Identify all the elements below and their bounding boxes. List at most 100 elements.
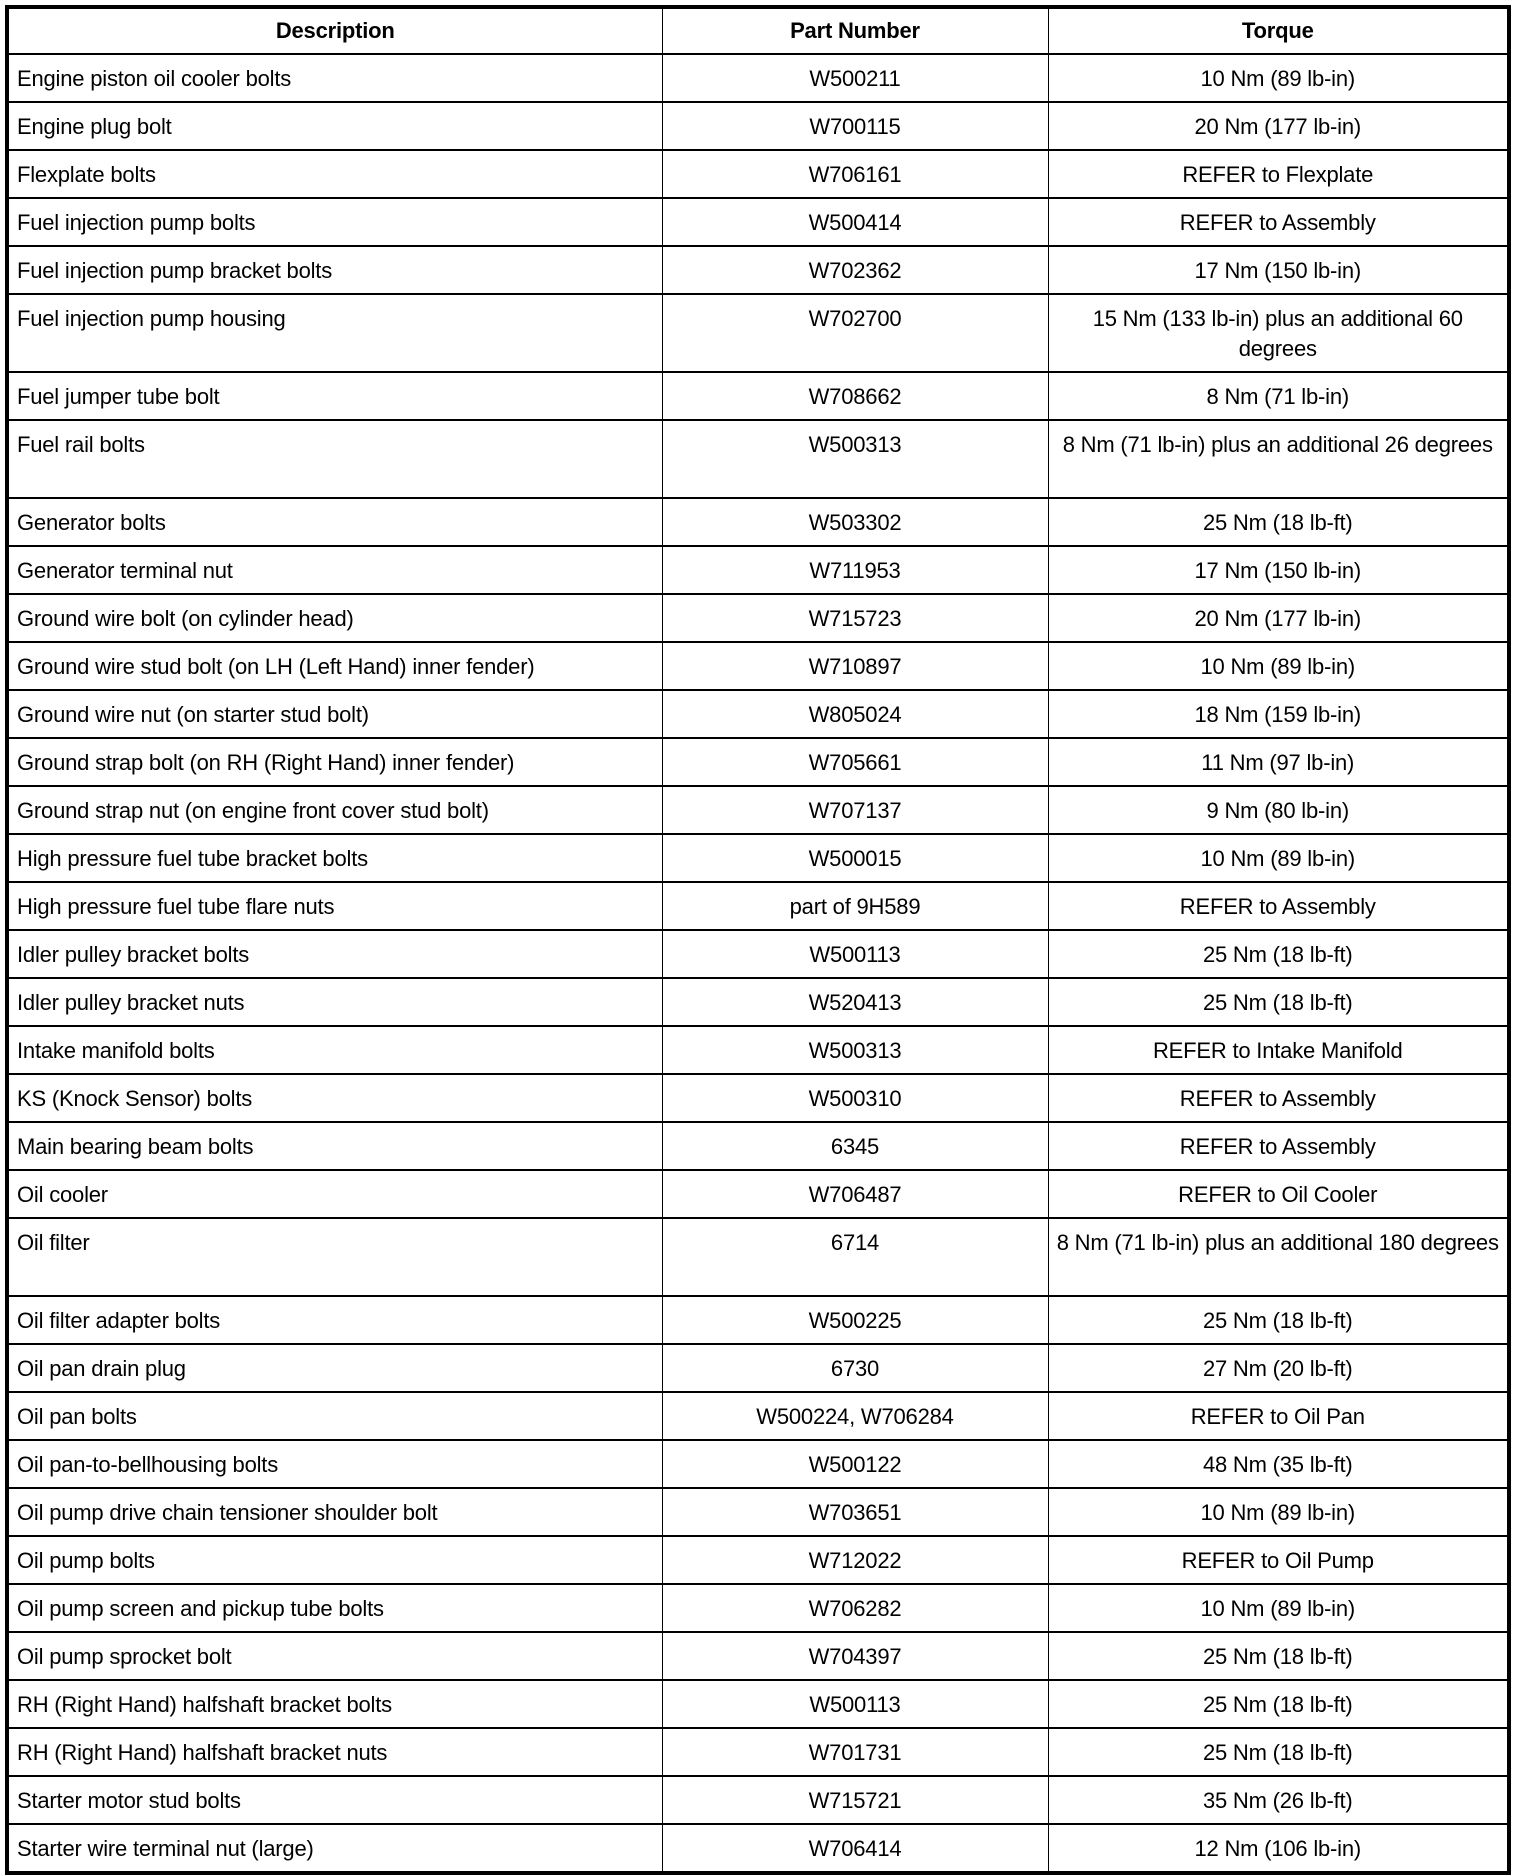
part-number-cell: part of 9H589 xyxy=(661,881,1049,931)
part-number-cell: W710897 xyxy=(661,641,1049,691)
part-number-cell: W715721 xyxy=(661,1775,1049,1825)
description-cell: Starter wire terminal nut (large) xyxy=(6,1823,663,1874)
description-cell: Ground strap bolt (on RH (Right Hand) in… xyxy=(6,737,663,787)
table-row: Flexplate bolts W706161 REFER to Flexplate xyxy=(6,149,1510,199)
header-part-number: Part Number xyxy=(661,6,1049,55)
table-row: Oil pan drain plug 6730 27 Nm (20 lb-ft) xyxy=(6,1343,1510,1393)
description-cell: Ground wire stud bolt (on LH (Left Hand)… xyxy=(6,641,663,691)
header-row: Description Part Number Torque xyxy=(6,6,1510,55)
description-cell: RH (Right Hand) halfshaft bracket nuts xyxy=(6,1727,663,1777)
part-number-cell: W705661 xyxy=(661,737,1049,787)
part-number-cell: W503302 xyxy=(661,497,1049,547)
torque-cell: 8 Nm (71 lb-in) plus an additional 26 de… xyxy=(1047,419,1510,499)
torque-cell: 25 Nm (18 lb-ft) xyxy=(1047,1295,1510,1345)
description-cell: Fuel jumper tube bolt xyxy=(6,371,663,421)
table-row: Ground wire stud bolt (on LH (Left Hand)… xyxy=(6,641,1510,691)
table-row: RH (Right Hand) halfshaft bracket bolts W… xyxy=(6,1679,1510,1729)
torque-cell: 17 Nm (150 lb-in) xyxy=(1047,245,1510,295)
description-cell: Fuel rail bolts xyxy=(6,419,663,499)
torque-cell: 10 Nm (89 lb-in) xyxy=(1047,641,1510,691)
table-row: Generator terminal nut W711953 17 Nm (150 … xyxy=(6,545,1510,595)
part-number-cell: W702362 xyxy=(661,245,1049,295)
torque-cell: REFER to Oil Pan xyxy=(1047,1391,1510,1441)
description-cell: Fuel injection pump housing xyxy=(6,293,663,373)
torque-cell: REFER to Assembly xyxy=(1047,1073,1510,1123)
torque-cell: REFER to Assembly xyxy=(1047,197,1510,247)
description-cell: Oil pump bolts xyxy=(6,1535,663,1585)
torque-cell: REFER to Assembly xyxy=(1047,881,1510,931)
part-number-cell: W500113 xyxy=(661,1679,1049,1729)
description-cell: High pressure fuel tube flare nuts xyxy=(6,881,663,931)
table-row: Fuel injection pump bolts W500414 REFER to… xyxy=(6,197,1510,247)
table-row: Oil pan-to-bellhousing bolts W500122 48 Nm… xyxy=(6,1439,1510,1489)
description-cell: Oil pan drain plug xyxy=(6,1343,663,1393)
header-description: Description xyxy=(6,6,663,55)
table-row: Fuel injection pump bracket bolts W702362… xyxy=(6,245,1510,295)
table-body: Engine piston oil cooler bolts W500211 10 … xyxy=(6,53,1510,1874)
torque-cell: 10 Nm (89 lb-in) xyxy=(1047,1487,1510,1537)
torque-cell: REFER to Assembly xyxy=(1047,1121,1510,1171)
description-cell: Generator terminal nut xyxy=(6,545,663,595)
description-cell: Oil cooler xyxy=(6,1169,663,1219)
torque-cell: REFER to Oil Cooler xyxy=(1047,1169,1510,1219)
description-cell: Oil pan-to-bellhousing bolts xyxy=(6,1439,663,1489)
part-number-cell: W500313 xyxy=(661,419,1049,499)
table-row: Ground strap bolt (on RH (Right Hand) in… xyxy=(6,737,1510,787)
torque-cell: 25 Nm (18 lb-ft) xyxy=(1047,1631,1510,1681)
part-number-cell: W702700 xyxy=(661,293,1049,373)
part-number-cell: 6345 xyxy=(661,1121,1049,1171)
torque-cell: 20 Nm (177 lb-in) xyxy=(1047,101,1510,151)
description-cell: Intake manifold bolts xyxy=(6,1025,663,1075)
part-number-cell: W708662 xyxy=(661,371,1049,421)
description-cell: Main bearing beam bolts xyxy=(6,1121,663,1171)
part-number-cell: W703651 xyxy=(661,1487,1049,1537)
part-number-cell: W712022 xyxy=(661,1535,1049,1585)
table-row: Oil filter adapter bolts W500225 25 Nm (18… xyxy=(6,1295,1510,1345)
torque-cell: 10 Nm (89 lb-in) xyxy=(1047,53,1510,103)
table-row: Starter wire terminal nut (large) W706414… xyxy=(6,1823,1510,1874)
description-cell: High pressure fuel tube bracket bolts xyxy=(6,833,663,883)
table-row: Oil pump drive chain tensioner shoulder … xyxy=(6,1487,1510,1537)
torque-cell: 12 Nm (106 lb-in) xyxy=(1047,1823,1510,1874)
description-cell: Oil pump sprocket bolt xyxy=(6,1631,663,1681)
part-number-cell: W500211 xyxy=(661,53,1049,103)
description-cell: Ground wire nut (on starter stud bolt) xyxy=(6,689,663,739)
description-cell: Engine piston oil cooler bolts xyxy=(6,53,663,103)
description-cell: Starter motor stud bolts xyxy=(6,1775,663,1825)
table-row: Ground wire nut (on starter stud bolt) W8… xyxy=(6,689,1510,739)
table-row: High pressure fuel tube bracket bolts W50… xyxy=(6,833,1510,883)
table-row: Fuel injection pump housing W702700 15 Nm … xyxy=(6,293,1510,373)
torque-cell: 35 Nm (26 lb-ft) xyxy=(1047,1775,1510,1825)
table-row: Oil filter 6714 8 Nm (71 lb-in) plus an ad… xyxy=(6,1217,1510,1297)
table-row: Oil pump bolts W712022 REFER to Oil Pump xyxy=(6,1535,1510,1585)
torque-cell: 25 Nm (18 lb-ft) xyxy=(1047,929,1510,979)
torque-cell: 10 Nm (89 lb-in) xyxy=(1047,1583,1510,1633)
part-number-cell: W707137 xyxy=(661,785,1049,835)
description-cell: Ground strap nut (on engine front cover … xyxy=(6,785,663,835)
torque-cell: 20 Nm (177 lb-in) xyxy=(1047,593,1510,643)
part-number-cell: W700115 xyxy=(661,101,1049,151)
torque-cell: 15 Nm (133 lb-in) plus an additional 60 … xyxy=(1047,293,1510,373)
part-number-cell: W500313 xyxy=(661,1025,1049,1075)
torque-cell: 25 Nm (18 lb-ft) xyxy=(1047,1727,1510,1777)
torque-cell: 8 Nm (71 lb-in) plus an additional 180 d… xyxy=(1047,1217,1510,1297)
description-cell: Flexplate bolts xyxy=(6,149,663,199)
torque-cell: 25 Nm (18 lb-ft) xyxy=(1047,497,1510,547)
torque-cell: 18 Nm (159 lb-in) xyxy=(1047,689,1510,739)
description-cell: Oil pump screen and pickup tube bolts xyxy=(6,1583,663,1633)
description-cell: Oil pump drive chain tensioner shoulder … xyxy=(6,1487,663,1537)
description-cell: Generator bolts xyxy=(6,497,663,547)
torque-cell: 11 Nm (97 lb-in) xyxy=(1047,737,1510,787)
part-number-cell: W500113 xyxy=(661,929,1049,979)
table-row: Idler pulley bracket nuts W520413 25 Nm (1… xyxy=(6,977,1510,1027)
part-number-cell: W706282 xyxy=(661,1583,1049,1633)
part-number-cell: W805024 xyxy=(661,689,1049,739)
description-cell: Engine plug bolt xyxy=(6,101,663,151)
part-number-cell: W500310 xyxy=(661,1073,1049,1123)
torque-cell: REFER to Oil Pump xyxy=(1047,1535,1510,1585)
torque-cell: 8 Nm (71 lb-in) xyxy=(1047,371,1510,421)
part-number-cell: 6730 xyxy=(661,1343,1049,1393)
description-cell: Idler pulley bracket bolts xyxy=(6,929,663,979)
part-number-cell: W711953 xyxy=(661,545,1049,595)
description-cell: Oil filter adapter bolts xyxy=(6,1295,663,1345)
